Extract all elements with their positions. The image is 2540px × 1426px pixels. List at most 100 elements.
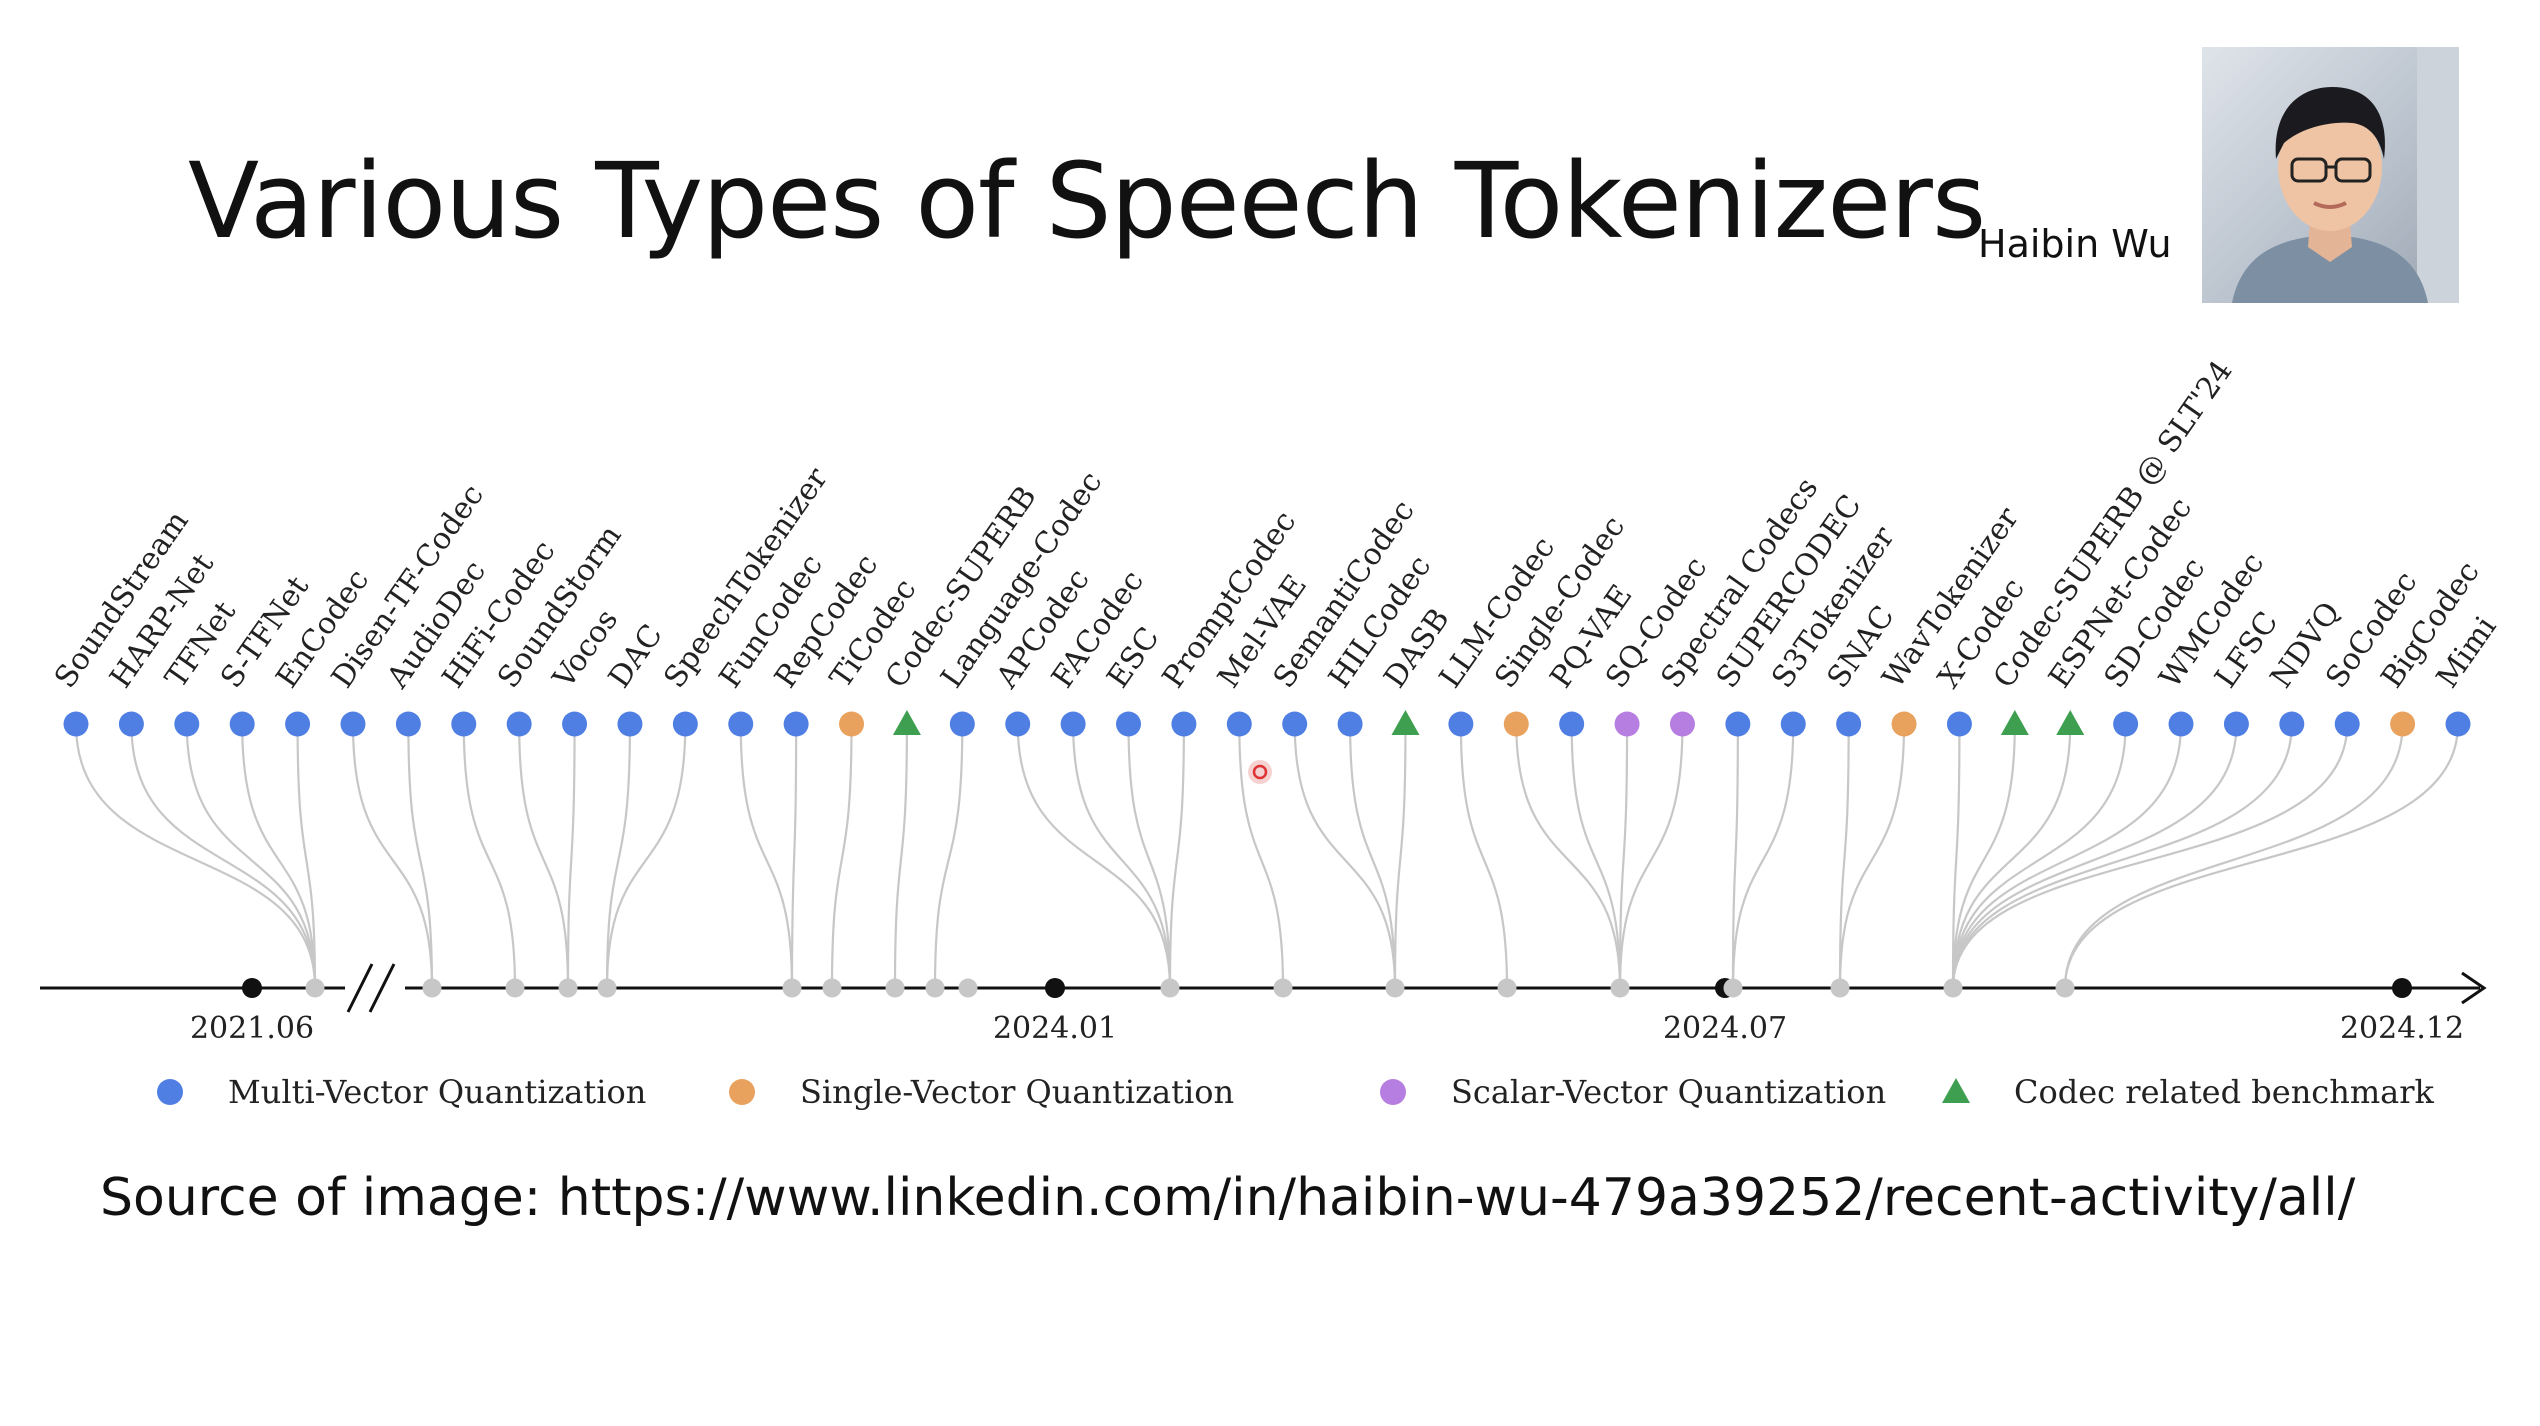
connector-line [407, 723, 434, 989]
model-marker-multi [340, 711, 366, 737]
legend-marker-single [729, 1079, 755, 1105]
model-marker-multi [451, 711, 477, 737]
connector-line [1618, 723, 1684, 989]
model-marker-multi [1060, 711, 1086, 737]
release-points [305, 978, 2075, 998]
model-marker-benchmark [1391, 710, 1420, 735]
model-markers [63, 710, 2471, 737]
connector-line [790, 723, 798, 989]
axis-arrow-icon [2461, 971, 2487, 1005]
presenter-webcam-icon [2202, 47, 2459, 303]
release-point [925, 978, 945, 998]
date-label: 2024.12 [2340, 1011, 2464, 1046]
model-marker-single [1891, 711, 1917, 737]
model-marker-single [2390, 711, 2416, 737]
model-marker-multi [1836, 711, 1862, 737]
connector-line [1951, 723, 1961, 989]
release-point [958, 978, 978, 998]
model-marker-multi [2113, 711, 2139, 737]
release-point [1497, 978, 1517, 998]
release-point [1943, 978, 1963, 998]
release-point [422, 978, 442, 998]
legend-marker-benchmark [1942, 1078, 1970, 1103]
model-marker-multi [2334, 711, 2360, 737]
connector-line [1951, 723, 2072, 989]
model-marker-multi [728, 711, 754, 737]
legend-marker-multi [157, 1079, 183, 1105]
connector-line [130, 723, 317, 989]
connector-line [1168, 723, 1186, 989]
connector-line [1951, 723, 2293, 989]
model-marker-multi [1780, 711, 1806, 737]
release-point [597, 978, 617, 998]
connector-line [462, 723, 517, 989]
model-marker-multi [395, 711, 421, 737]
date-ticks: 2021.06 2024.01 2024.07 2024.12 [190, 978, 2464, 1046]
connector-line [1072, 723, 1172, 989]
model-marker-multi [1337, 711, 1363, 737]
connector-line [351, 723, 434, 989]
model-marker-multi [1559, 711, 1585, 737]
release-point [1830, 978, 1850, 998]
model-marker-multi [2223, 711, 2249, 737]
release-point [2055, 978, 2075, 998]
connector-lines [74, 723, 2460, 989]
model-marker-multi [229, 711, 255, 737]
connector-line [605, 723, 687, 989]
connector-line [1570, 723, 1622, 989]
connector-line [1238, 723, 1285, 989]
model-marker-multi [949, 711, 975, 737]
date-tick [2392, 978, 2412, 998]
cursor-dot [1252, 764, 1268, 780]
model-marker-multi [285, 711, 311, 737]
model-marker-multi [2279, 711, 2305, 737]
connector-line [2063, 723, 2404, 989]
connector-line [1293, 723, 1397, 989]
legend-label: Codec related benchmark [2014, 1073, 2435, 1111]
model-marker-multi [783, 711, 809, 737]
connector-line [1393, 723, 1407, 989]
release-point [1723, 978, 1743, 998]
model-labels: SoundStreamHARP-NetTFNetS-TFNetEnCodecDi… [48, 354, 2504, 695]
axis-break-icon [346, 963, 374, 1013]
connector-line [1838, 723, 1850, 989]
release-point [822, 978, 842, 998]
cursor-icon [1248, 760, 1272, 784]
model-marker-multi [506, 711, 532, 737]
date-label: 2021.06 [190, 1011, 314, 1046]
date-tick [242, 978, 262, 998]
release-point [558, 978, 578, 998]
model-marker-scalar [1614, 711, 1640, 737]
connector-line [241, 723, 317, 989]
presenter-portrait [2202, 47, 2459, 303]
connector-line [1016, 723, 1172, 989]
release-point [305, 978, 325, 998]
model-marker-multi [1946, 711, 1972, 737]
connector-line [1838, 723, 1906, 989]
connector-line [74, 723, 317, 989]
release-point [885, 978, 905, 998]
release-point [1610, 978, 1630, 998]
model-marker-scalar [1669, 711, 1695, 737]
legend-label: Scalar-Vector Quantization [1451, 1073, 1886, 1111]
model-marker-single [1503, 711, 1529, 737]
model-marker-multi [1116, 711, 1142, 737]
model-marker-multi [672, 711, 698, 737]
model-marker-multi [562, 711, 588, 737]
connector-line [1348, 723, 1397, 989]
connector-line [739, 723, 794, 989]
release-point [505, 978, 525, 998]
date-label: 2024.07 [1663, 1011, 1787, 1046]
model-marker-benchmark [892, 710, 921, 735]
model-marker-multi [1171, 711, 1197, 737]
connector-line [1515, 723, 1622, 989]
legend-marker-scalar [1380, 1079, 1406, 1105]
connector-line [605, 723, 632, 989]
connector-line [830, 723, 853, 989]
release-point [782, 978, 802, 998]
model-marker-multi [63, 711, 89, 737]
connector-line [1731, 723, 1739, 989]
timeline-axis [40, 963, 2487, 1013]
legend-label: Multi-Vector Quantization [228, 1073, 646, 1111]
